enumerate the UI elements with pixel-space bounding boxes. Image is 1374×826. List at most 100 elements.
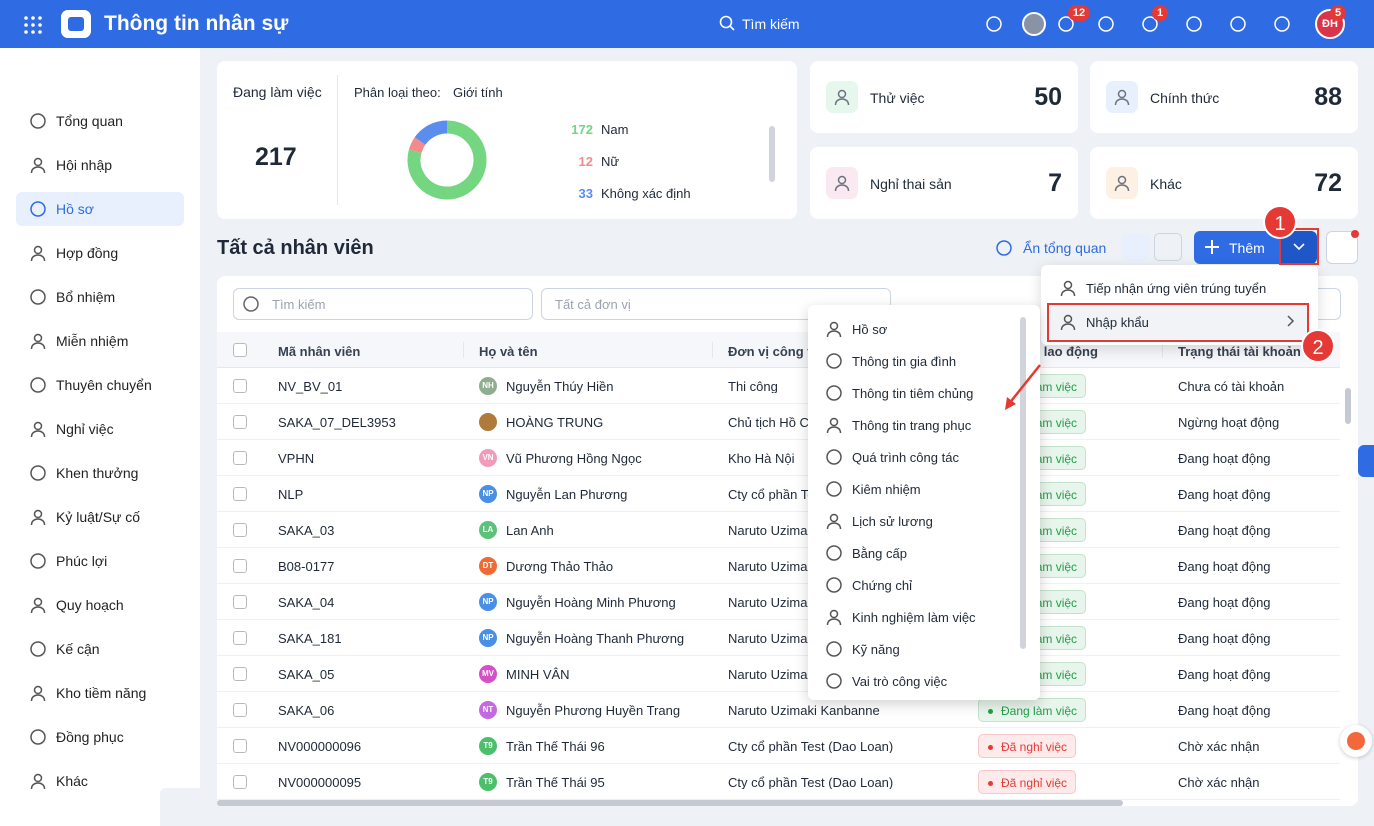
stat-label: Khác: [1150, 176, 1182, 192]
employee-name[interactable]: HOÀNG TRUNG: [506, 415, 604, 430]
stat-value: 72: [1314, 169, 1342, 197]
row-checkbox[interactable]: [233, 379, 247, 393]
employee-name[interactable]: Dương Thảo Thảo: [506, 559, 614, 574]
row-checkbox[interactable]: [233, 595, 247, 609]
row-checkbox[interactable]: [233, 775, 247, 789]
employee-name[interactable]: Nguyễn Phương Huyền Trang: [506, 703, 681, 718]
stat-glyph-head: [837, 89, 847, 99]
employee-name[interactable]: Nguyễn Thúy Hiền: [506, 379, 614, 394]
stat-card[interactable]: Thử việc 50: [810, 61, 1078, 133]
collapse-button[interactable]: [160, 788, 200, 826]
status-text: Đang làm việc: [1001, 704, 1078, 718]
stat-card[interactable]: Chính thức 88: [1090, 61, 1358, 133]
stat-card[interactable]: Nghỉ thai sản 7: [810, 147, 1078, 219]
employee-avatar: NH: [479, 377, 497, 395]
employee-name[interactable]: Nguyễn Lan Phương: [506, 487, 628, 502]
row-checkbox[interactable]: [233, 559, 247, 573]
sidebar-item[interactable]: Bổ nhiệm: [16, 280, 184, 314]
add-button[interactable]: Thêm: [1194, 231, 1280, 264]
add-menu-icon-head: [1063, 280, 1073, 290]
sidebar-item[interactable]: Khác: [16, 764, 184, 798]
sidebar-icon: [30, 685, 46, 702]
stat-glyph-body: [1114, 98, 1130, 106]
badge: 1: [1152, 5, 1168, 21]
hide-overview[interactable]: Ẩn tổng quan: [1023, 240, 1107, 256]
add-plus-v: [1211, 240, 1213, 254]
sidebar-item[interactable]: Kỷ luật/Sự cố: [16, 500, 184, 534]
sidebar-icon-shape: [30, 729, 46, 745]
sidebar-item[interactable]: Kho tiềm năng: [16, 676, 184, 710]
import-menu-item[interactable]: Thông tin gia đình: [816, 345, 1021, 377]
search-lens: [719, 15, 733, 29]
table-row-border: [217, 475, 1340, 476]
sidebar-item[interactable]: Tổng quan: [16, 104, 184, 138]
status-text: Đã nghỉ việc: [1001, 776, 1068, 790]
import-menu-item[interactable]: Thông tin tiêm chủng: [816, 377, 1021, 409]
sidebar-item[interactable]: Đồng phục: [16, 720, 184, 754]
header-checkbox[interactable]: [233, 343, 247, 357]
import-menu-item[interactable]: Quá trình công tác: [816, 441, 1021, 473]
sidebar-icon: [30, 245, 46, 262]
sidebar-item[interactable]: Miễn nhiệm: [16, 324, 184, 358]
row-checkbox[interactable]: [233, 487, 247, 501]
row-checkbox[interactable]: [233, 667, 247, 681]
sidebar-item[interactable]: Hội nhập: [16, 148, 184, 182]
import-menu-item[interactable]: Kinh nghiệm làm việc: [816, 601, 1021, 633]
import-menu-item[interactable]: Kiêm nhiệm: [816, 473, 1021, 505]
sidebar-item[interactable]: Khen thưởng: [16, 456, 184, 490]
summary-card: Đang làm việc 217 Phân loại theo: Giới tính…: [217, 61, 797, 219]
sidebar-label: Thuyên chuyển: [56, 377, 152, 393]
import-menu-item[interactable]: Vai trò công việc: [816, 665, 1021, 697]
row-checkbox[interactable]: [233, 631, 247, 645]
sidebar-item[interactable]: Kế cận: [16, 632, 184, 666]
employee-avatar: NP: [479, 485, 497, 503]
header-icon-shape: [1230, 16, 1246, 32]
employee-name[interactable]: MINH VÂN: [506, 667, 570, 682]
sidebar-icon: [30, 201, 46, 217]
row-checkbox[interactable]: [233, 415, 247, 429]
user-initials: ĐH: [1322, 18, 1338, 30]
row-checkbox[interactable]: [233, 703, 247, 717]
employee-name[interactable]: Trần Thế Thái 96: [506, 739, 605, 754]
header-search[interactable]: Tìm kiếm: [742, 16, 800, 32]
employee-name[interactable]: Trần Thế Thái 95: [506, 775, 605, 790]
side-tab[interactable]: [1358, 445, 1374, 477]
list-view-button[interactable]: [1122, 233, 1150, 261]
employee-name[interactable]: Nguyễn Hoàng Thanh Phương: [506, 631, 685, 646]
column-header: Mã nhân viên: [278, 344, 361, 359]
import-menu-item[interactable]: Chứng chỉ: [816, 569, 1021, 601]
add-menu-item[interactable]: Nhập khẩu: [1047, 305, 1307, 339]
table-search[interactable]: Tìm kiếm: [233, 288, 533, 320]
avatar-initials: NP: [482, 633, 494, 642]
sidebar-item[interactable]: Hợp đồng: [16, 236, 184, 270]
sidebar-icon: [30, 465, 46, 481]
import-menu-item[interactable]: Bằng cấp: [816, 537, 1021, 569]
sidebar-item[interactable]: Hồ sơ: [16, 192, 184, 226]
sidebar-item[interactable]: Phúc lợi: [16, 544, 184, 578]
import-menu-item[interactable]: Kỹ năng: [816, 633, 1021, 665]
import-menu-item[interactable]: Thông tin trang phục: [816, 409, 1021, 441]
employee-name[interactable]: Nguyễn Hoàng Minh Phương: [506, 595, 676, 610]
row-checkbox[interactable]: [233, 451, 247, 465]
import-menu-item[interactable]: Lịch sử lương: [816, 505, 1021, 537]
sidebar-item[interactable]: Quy hoạch: [16, 588, 184, 622]
row-checkbox[interactable]: [233, 739, 247, 753]
sidebar-icon: [30, 641, 46, 657]
row-checkbox[interactable]: [233, 523, 247, 537]
list-title[interactable]: Tất cả nhân viên: [217, 237, 374, 259]
sidebar-item[interactable]: Nghỉ việc: [16, 412, 184, 446]
sidebar-icon-shape: [30, 553, 46, 569]
stat-icon: [1106, 81, 1138, 113]
unit-filter[interactable]: Tất cả đơn vị: [541, 288, 891, 320]
sidebar-icon-body: [30, 518, 46, 526]
import-menu-label: Hồ sơ: [852, 322, 888, 337]
stat-card[interactable]: Khác 72: [1090, 147, 1358, 219]
add-menu-item[interactable]: Tiếp nhận ứng viên trúng tuyển: [1047, 271, 1307, 305]
classify-value[interactable]: Giới tính: [453, 85, 503, 100]
submenu-arrow-path: [1287, 315, 1295, 327]
import-menu-item[interactable]: Hồ sơ: [816, 313, 1021, 345]
employee-name[interactable]: Vũ Phương Hồng Ngọc: [506, 451, 642, 466]
sidebar-item[interactable]: Thuyên chuyển: [16, 368, 184, 402]
grid-view-button[interactable]: [1154, 233, 1182, 261]
employee-name[interactable]: Lan Anh: [506, 523, 554, 538]
